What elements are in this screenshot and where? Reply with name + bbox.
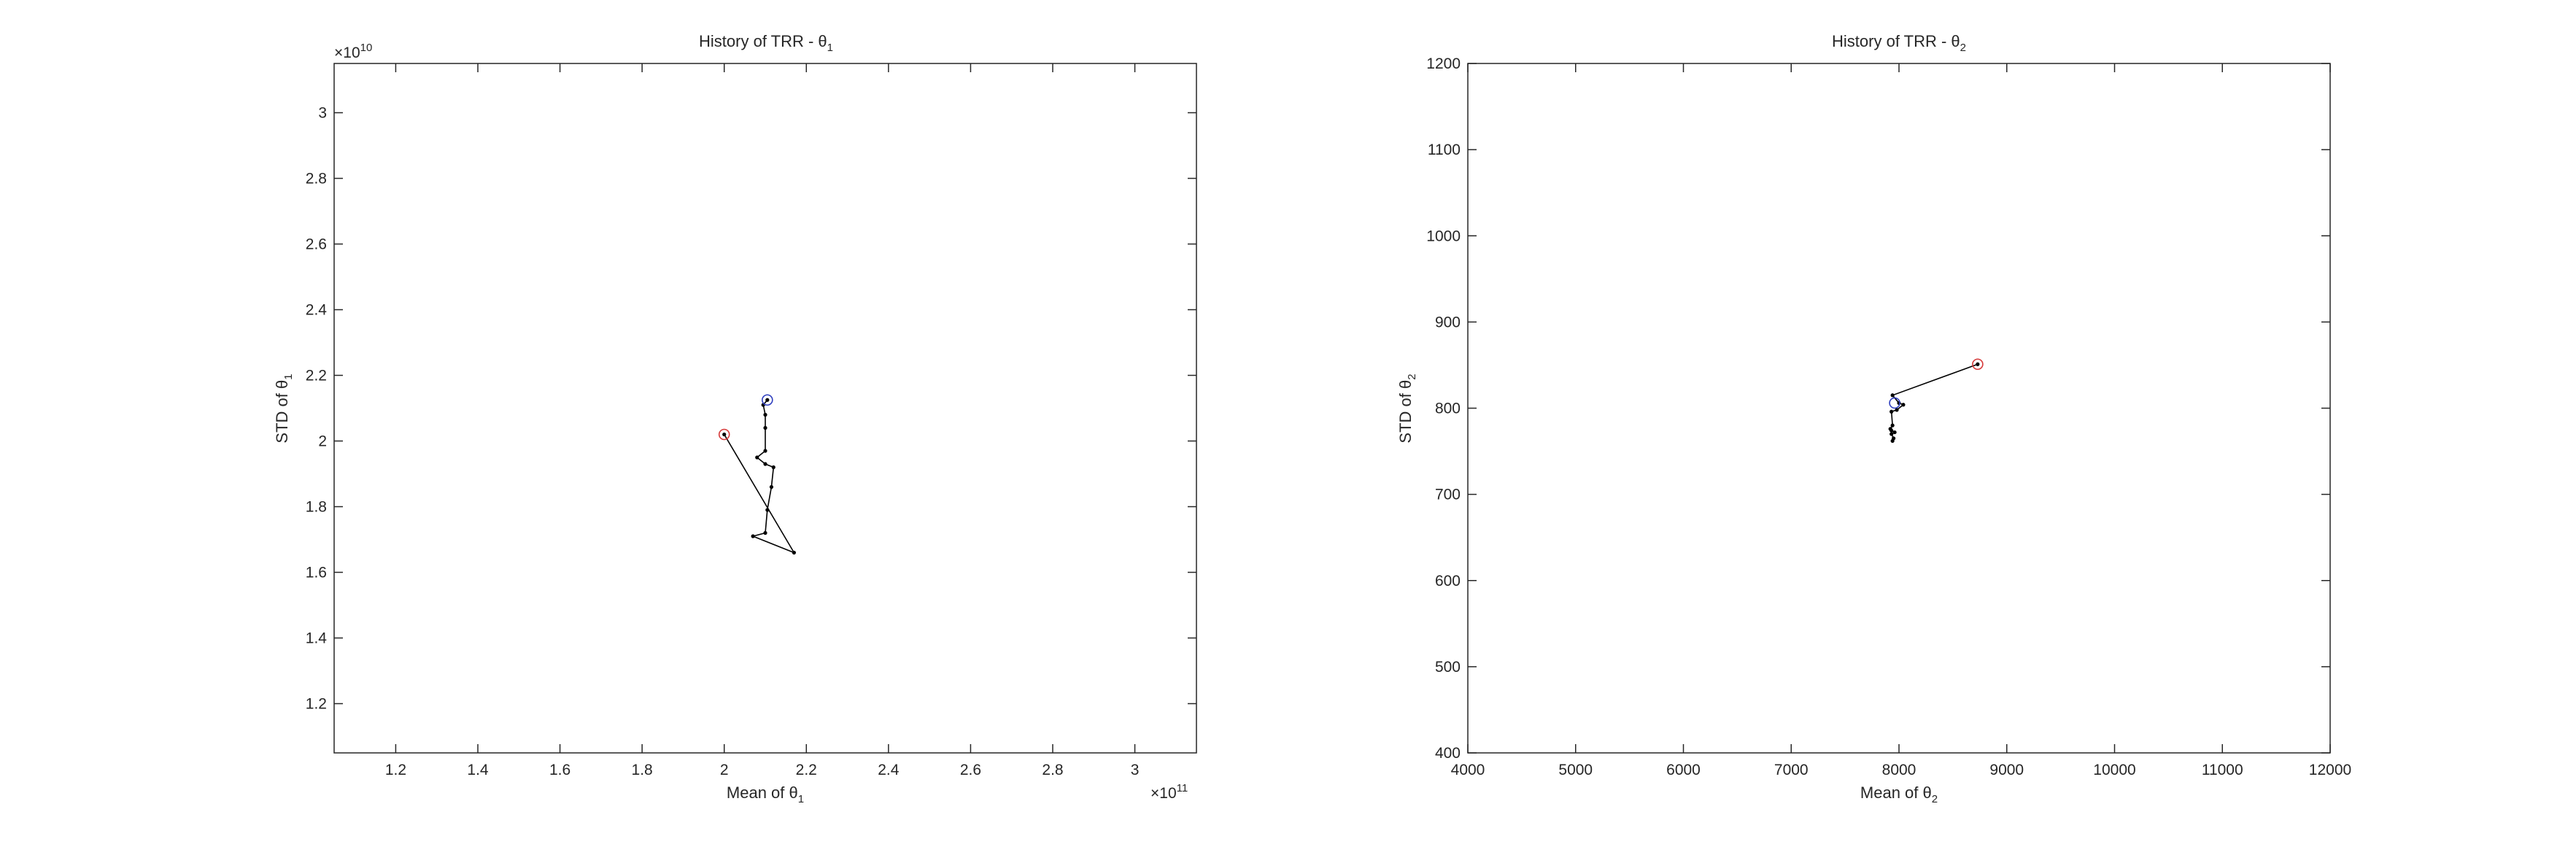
data-point: [755, 455, 759, 460]
data-point: [1976, 362, 1980, 366]
chart-theta1: History of TRR - θ1 1.2 1.4 1.6 1.8 2 2.2 2.4 2…: [273, 32, 1197, 805]
y-tick-label: 1.6: [306, 565, 327, 581]
start-marker: [1972, 358, 1984, 371]
x-axis-label: Mean of θ2: [1860, 784, 1938, 805]
data-point: [1890, 409, 1894, 414]
y-tick-label: 3: [318, 105, 327, 122]
data-point: [1901, 403, 1906, 407]
data-point: [1890, 393, 1895, 398]
chart-theta2: History of TRR - θ2 4000 5000 6000 7000 8000…: [1396, 32, 2351, 805]
y-tick-label: 1100: [1428, 142, 1461, 158]
x-tick-label: 2.4: [878, 762, 900, 778]
data-point: [1892, 430, 1897, 435]
x-tick-label: 12000: [2309, 762, 2351, 778]
y-tick-label: 1.2: [306, 696, 327, 713]
y-tick-label: 1.8: [306, 499, 327, 516]
y-tick-label: 2: [318, 433, 327, 450]
x-tick-label: 1.4: [467, 762, 489, 778]
y-axis-label: STD of θ1: [273, 374, 295, 443]
y-tick-label: 2.6: [306, 236, 327, 253]
data-point: [1890, 423, 1895, 428]
chart-title: History of TRR - θ1: [699, 32, 833, 54]
x-tick-label: 2: [720, 762, 729, 778]
data-point: [1895, 408, 1899, 412]
x-tick-label: 6000: [1666, 762, 1701, 778]
y-tick-label: 1.4: [306, 630, 328, 647]
y-axis-ticks: 1.2 1.4 1.6 1.8 2 2.2 2.4 2.6 2.8 3: [306, 105, 1196, 713]
y-tick-label: 700: [1435, 487, 1461, 503]
y-tick-label: 1000: [1426, 228, 1461, 244]
y-tick-label: 2.8: [306, 171, 327, 187]
x-tick-label: 9000: [1989, 762, 2024, 778]
y-tick-label: 2.2: [306, 368, 327, 384]
data-point: [763, 425, 767, 430]
y-tick-label: 1200: [1426, 55, 1461, 72]
data-point: [763, 530, 767, 535]
y-axis-label: STD of θ2: [1396, 374, 1418, 443]
data-series: [718, 394, 796, 555]
x-tick-label: 5000: [1558, 762, 1593, 778]
data-series: [1888, 358, 1984, 443]
y-tick-label: 900: [1435, 314, 1461, 330]
data-point: [1890, 432, 1894, 436]
x-axis-ticks: 1.2 1.4 1.6 1.8 2 2.2 2.4 2.6 2.8 3: [385, 63, 1140, 778]
x-tick-label: 1.8: [632, 762, 653, 778]
start-marker: [718, 428, 730, 441]
y-tick-label: 2.4: [306, 302, 328, 319]
data-point: [1890, 438, 1895, 443]
plot-area[interactable]: [333, 63, 1197, 754]
data-point: [763, 412, 767, 417]
y-axis-ticks: 400 500 600 700 800 900 1000 1100 1200: [1426, 55, 2330, 762]
data-point: [765, 398, 770, 402]
data-point: [769, 484, 774, 490]
x-tick-label: 3: [1131, 762, 1140, 778]
x-exponent-label: ×1011: [1150, 782, 1188, 802]
x-axis-ticks: 4000 5000 6000 7000 8000 9000 10000 11000 12000: [1451, 63, 2351, 778]
data-point: [765, 508, 770, 512]
data-point: [792, 550, 796, 555]
x-tick-label: 2.8: [1042, 762, 1063, 778]
end-marker: [1889, 397, 1900, 409]
x-tick-label: 1.2: [385, 762, 406, 778]
y-tick-label: 400: [1435, 745, 1461, 762]
chart-title: History of TRR - θ2: [1832, 32, 1966, 54]
data-point: [763, 449, 767, 453]
x-axis-label: Mean of θ1: [727, 784, 804, 805]
x-tick-label: 11000: [2202, 762, 2243, 778]
y-tick-label: 800: [1435, 401, 1461, 417]
data-point: [1890, 428, 1894, 433]
x-tick-label: 10000: [2093, 762, 2135, 778]
data-point: [763, 462, 767, 466]
x-tick-label: 2.2: [796, 762, 817, 778]
x-tick-label: 2.6: [960, 762, 981, 778]
data-point: [771, 465, 775, 470]
x-tick-label: 8000: [1882, 762, 1916, 778]
y-tick-label: 600: [1435, 573, 1461, 589]
y-exponent-label: ×1010: [334, 42, 372, 61]
end-marker: [762, 394, 773, 406]
y-tick-label: 500: [1435, 659, 1461, 676]
x-tick-label: 4000: [1451, 762, 1485, 778]
series-line: [724, 399, 796, 554]
data-point: [722, 432, 727, 437]
x-tick-label: 7000: [1774, 762, 1809, 778]
data-point: [751, 534, 755, 538]
x-tick-label: 1.6: [549, 762, 570, 778]
